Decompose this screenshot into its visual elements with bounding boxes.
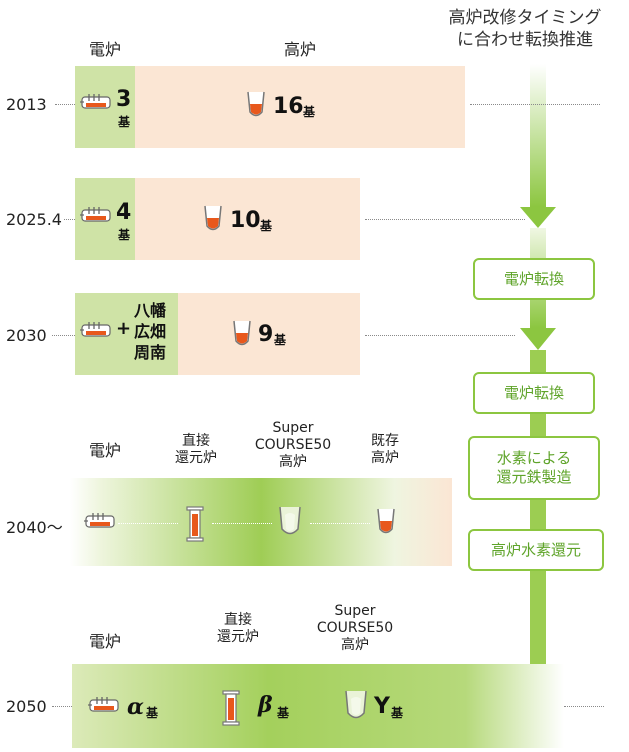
year-2040: 2040〜	[6, 518, 63, 537]
ef-count-2013: 3	[116, 87, 132, 112]
plus-sign: +	[116, 318, 132, 339]
stage-box-hydrogen-dri: 水素による 還元鉄製造	[468, 436, 600, 500]
leader-line	[52, 335, 75, 336]
headline-line-2: に合わせ転換推進	[457, 30, 593, 50]
sc50-count-2050: Y	[374, 694, 390, 719]
progression-arrow	[516, 64, 560, 710]
bf-block-2030	[178, 293, 360, 375]
header-line: 高炉	[279, 454, 307, 470]
site-yawata: 八幡	[134, 301, 167, 320]
blast-furnace-icon	[232, 319, 252, 353]
bf-block-2013	[135, 66, 465, 148]
ef-unit-2013: 基	[118, 115, 131, 129]
header-2050-dr: 直接 還元炉	[206, 612, 270, 646]
sc50-unit-2050: 基	[391, 706, 404, 720]
leader-line	[310, 523, 370, 524]
electric-furnace-icon	[80, 322, 114, 344]
header-line: 既存	[371, 433, 399, 449]
ef-count-2025: 4	[116, 200, 132, 225]
header-line: 直接	[224, 612, 252, 628]
header-line: 還元炉	[217, 629, 259, 645]
ef-unit-2025: 基	[118, 228, 131, 242]
stage-label: 電炉転換	[503, 269, 564, 288]
bf-count-2030: 9	[258, 322, 274, 347]
ef-unit-2050: 基	[146, 706, 159, 720]
direct-reduction-furnace-icon	[186, 506, 204, 546]
bf-block-2025	[135, 178, 360, 260]
leader-line	[365, 335, 515, 336]
leader-line	[64, 219, 75, 220]
header-blast-furnace: 高炉	[283, 40, 316, 59]
header-2040-sc50: Super COURSE50 高炉	[248, 420, 338, 471]
site-shunan: 周南	[134, 343, 167, 362]
header-line: 高炉	[371, 450, 399, 466]
blast-furnace-icon	[246, 90, 266, 124]
header-line: COURSE50	[254, 437, 332, 453]
headline: 高炉改修タイミング に合わせ転換推進	[430, 7, 620, 51]
leader-line	[470, 104, 600, 105]
header-2050-ef: 電炉	[88, 632, 121, 651]
header-2050-sc50: Super COURSE50 高炉	[310, 603, 400, 654]
leader-line	[118, 523, 178, 524]
stage-box-ef-conversion-1: 電炉転換	[473, 258, 595, 300]
super-course50-furnace-icon	[343, 689, 369, 727]
electric-furnace-icon	[80, 94, 114, 116]
leader-line	[55, 104, 75, 105]
blast-furnace-icon	[203, 204, 223, 238]
dr-count-2050: β	[258, 692, 273, 718]
leader-line	[365, 219, 525, 220]
header-2040-existing: 既存 高炉	[360, 433, 410, 467]
stage-label: 高炉水素還元	[490, 540, 581, 559]
super-course50-furnace-icon	[277, 505, 303, 543]
year-2025-4: 2025.4	[6, 210, 62, 229]
direct-reduction-furnace-icon	[222, 690, 240, 730]
stage-label-line-2: 還元鉄製造	[496, 468, 572, 486]
header-2040-dr: 直接 還元炉	[164, 433, 228, 467]
header-line: Super	[334, 603, 376, 619]
ef-sites-2030: 八幡 広畑 周南	[134, 300, 166, 363]
leader-line	[212, 523, 272, 524]
year-2050: 2050	[6, 697, 47, 716]
blast-furnace-icon	[376, 507, 396, 541]
site-hirohata: 広畑	[134, 322, 167, 341]
stage-label-line-1: 水素による	[496, 449, 572, 467]
header-line: 直接	[182, 433, 210, 449]
leader-line	[52, 706, 72, 707]
electric-furnace-icon	[88, 697, 122, 719]
bf-count-2013: 16	[273, 94, 304, 119]
headline-line-1: 高炉改修タイミング	[448, 8, 602, 28]
header-2040-ef: 電炉	[88, 441, 121, 460]
bf-unit-2030: 基	[274, 333, 287, 347]
bf-unit-2025: 基	[260, 219, 273, 233]
stage-box-ef-conversion-2: 電炉転換	[473, 372, 595, 414]
year-2030: 2030	[6, 326, 47, 345]
stage-label: 電炉転換	[503, 383, 564, 402]
ef-count-2050: α	[127, 694, 144, 720]
header-line: 還元炉	[175, 450, 217, 466]
bf-unit-2013: 基	[303, 105, 316, 119]
electric-furnace-icon	[84, 513, 118, 535]
electric-furnace-icon	[80, 207, 114, 229]
header-line: Super	[272, 420, 314, 436]
header-electric-furnace: 電炉	[88, 40, 121, 59]
band-2050	[72, 664, 564, 748]
stage-box-bf-hydrogen-reduction: 高炉水素還元	[468, 529, 604, 571]
header-line: COURSE50	[316, 620, 394, 636]
bf-count-2025: 10	[230, 208, 261, 233]
header-line: 高炉	[341, 637, 369, 653]
year-2013: 2013	[6, 95, 47, 114]
leader-line	[564, 706, 604, 707]
dr-unit-2050: 基	[277, 706, 290, 720]
